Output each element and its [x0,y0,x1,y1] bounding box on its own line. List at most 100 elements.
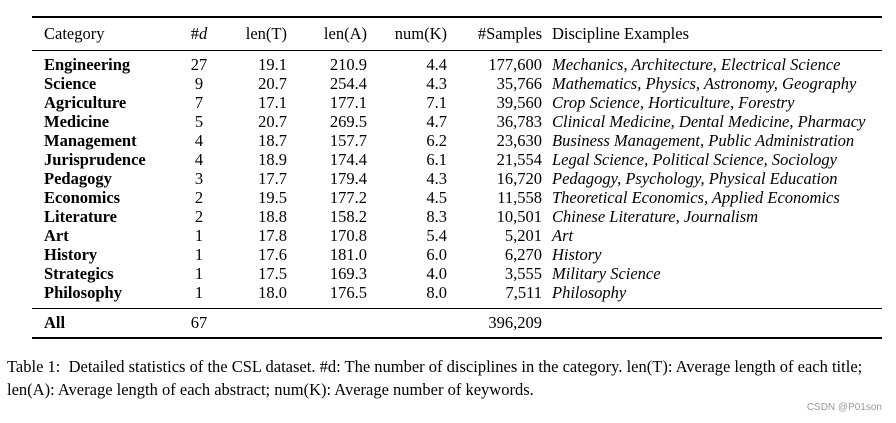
row-num-keywords: 7.1 [426,92,447,112]
row-len-title: 18.9 [258,149,287,169]
table-row: Art 1 17.8 170.8 5.4 5,201 Art [32,226,882,245]
row-discipline-examples: Business Management, Public Administrati… [552,130,855,150]
row-num-disciplines: 4 [194,149,204,169]
row-category: Agriculture [44,92,127,112]
row-num-disciplines: 1 [194,282,204,302]
row-discipline-examples: Chinese Literature, Journalism [552,206,759,226]
row-num-keywords: 4.4 [426,54,447,74]
row-samples: 3,555 [504,263,542,283]
row-samples: 39,560 [496,92,542,112]
header-category: Category [32,16,173,51]
row-num-keywords: 6.0 [426,244,447,264]
row-len-abstract: 179.4 [329,168,367,188]
row-len-abstract: 169.3 [329,263,367,283]
header-len-abstract: len(A) [305,16,385,51]
row-samples: 16,720 [496,168,542,188]
row-num-disciplines: 2 [194,206,204,226]
header-num-keywords: num(K) [385,16,457,51]
row-num-keywords: 5.4 [426,225,447,245]
row-num-keywords: 8.0 [426,282,447,302]
row-num-disciplines: 1 [194,263,204,283]
table-body: Engineering 27 19.1 210.9 4.4 177,600 Mechanic… [32,50,882,308]
row-category: Jurisprudence [44,149,146,169]
row-num-keywords: 6.1 [426,149,447,169]
header-num-disciplines: #d [173,16,225,51]
row-len-abstract: 269.5 [329,111,367,131]
row-len-abstract: 158.2 [329,206,367,226]
row-category: Strategics [44,263,114,283]
table-row: Pedagogy 3 17.7 179.4 4.3 16,720 Pedagogy, Psy… [32,169,882,188]
row-len-title: 17.6 [258,244,287,264]
row-len-abstract: 254.4 [329,73,367,93]
row-samples: 5,201 [504,225,542,245]
row-len-abstract: 181.0 [329,244,367,264]
row-len-abstract: 157.7 [329,130,367,150]
row-num-disciplines: 27 [190,54,208,74]
row-category: Engineering [44,54,131,74]
row-samples: 36,783 [496,111,542,131]
row-discipline-examples: Philosophy [552,282,627,302]
row-num-disciplines: 2 [194,187,204,207]
table-row: Strategics 1 17.5 169.3 4.0 3,555 Military Sci… [32,264,882,283]
row-discipline-examples: Art [552,225,574,245]
row-len-title: 20.7 [258,73,287,93]
row-len-abstract: 177.2 [329,187,367,207]
row-category: Medicine [44,111,110,131]
table-header: Category #d len(T) len(A) num(K) #Sample… [32,16,882,51]
row-num-disciplines: 5 [194,111,204,131]
row-discipline-examples: Theoretical Economics, Applied Economics [552,187,840,207]
row-len-title: 17.1 [258,92,287,112]
total-num-disciplines: 67 [173,307,225,339]
row-discipline-examples: Clinical Medicine, Dental Medicine, Phar… [552,111,866,131]
row-discipline-examples: Mathematics, Physics, Astronomy, Geograp… [552,73,857,93]
table-row: Agriculture 7 17.1 177.1 7.1 39,560 Crop Scien… [32,93,882,112]
row-num-keywords: 8.3 [426,206,447,226]
row-num-disciplines: 4 [194,130,204,150]
row-samples: 10,501 [496,206,542,226]
row-len-abstract: 176.5 [329,282,367,302]
row-samples: 21,554 [496,149,542,169]
statistics-table: Category #d len(T) len(A) num(K) #Sample… [32,16,882,339]
row-samples: 11,558 [497,187,542,207]
row-category: Literature [44,206,118,226]
row-num-keywords: 6.2 [426,130,447,150]
header-d-prefix: # [190,24,199,44]
table-row: Science 9 20.7 254.4 4.3 35,766 Mathematics, P… [32,74,882,93]
row-category: Pedagogy [44,168,112,188]
table-row: Engineering 27 19.1 210.9 4.4 177,600 Mechanic… [32,50,882,74]
row-num-disciplines: 7 [194,92,204,112]
row-category: Art [44,225,69,245]
row-len-title: 20.7 [258,111,287,131]
row-discipline-examples: History [552,244,602,264]
total-samples: 396,209 [457,307,552,339]
row-len-abstract: 177.1 [329,92,367,112]
table-row: Medicine 5 20.7 269.5 4.7 36,783 Clinical Medi… [32,112,882,131]
table-row: Literature 2 18.8 158.2 8.3 10,501 Chinese Lit… [32,207,882,226]
row-len-title: 18.8 [258,206,287,226]
row-num-disciplines: 1 [194,244,204,264]
row-category: Economics [44,187,121,207]
row-samples: 7,511 [505,282,542,302]
table-row: Jurisprudence 4 18.9 174.4 6.1 21,554 Legal Sc… [32,150,882,169]
row-len-title: 18.7 [258,130,287,150]
row-category: Science [44,73,97,93]
total-examples [552,307,882,339]
row-len-title: 18.0 [258,282,287,302]
row-category: History [44,244,98,264]
caption-text: Detailed statistics of the CSL dataset. … [7,357,863,399]
table-footer: All 67 396,209 [32,307,882,339]
row-category: Philosophy [44,282,122,302]
row-discipline-examples: Mechanics, Architecture, Electrical Scie… [552,54,841,74]
row-num-keywords: 4.5 [426,187,447,207]
row-len-title: 19.5 [258,187,287,207]
table-row: History 1 17.6 181.0 6.0 6,270 History [32,245,882,264]
header-len-title: len(T) [225,16,305,51]
total-category: All [32,307,173,339]
row-category: Management [44,130,137,150]
row-len-abstract: 174.4 [329,149,367,169]
total-len-abstract [305,307,385,339]
row-len-title: 19.1 [258,54,287,74]
total-num-keywords [385,307,457,339]
caption-label: Table 1: [7,357,61,376]
header-samples: #Samples [457,16,552,51]
